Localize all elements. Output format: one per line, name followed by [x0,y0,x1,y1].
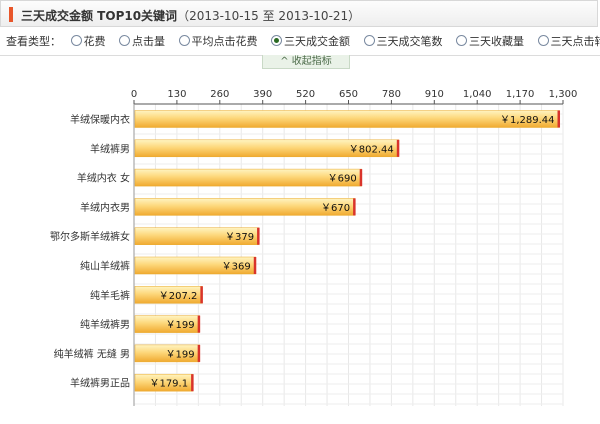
collapse-metrics-button[interactable]: ^ 收起指标 [262,55,350,69]
value-label: ￥1,289.44 [500,115,555,126]
category-label: 纯羊绒裤 无缝 男 [54,347,130,360]
bar-end-cap [353,198,356,216]
view-type-label: 查看类型： [6,35,61,48]
value-label: ￥379 [225,232,254,243]
option-3day-orders[interactable]: 三天成交笔数 [363,33,443,49]
collapse-label: 收起指标 [291,56,332,67]
tick-label: 0 [131,89,137,100]
radio-3day-orders[interactable] [363,35,375,46]
value-label: ￥199 [166,349,195,360]
bar [134,110,560,128]
x-axis-ticks: 0 130 260 390 520 650 780 910 1,040 1,170 1,300 [131,89,578,104]
tick-label: 1,040 [463,89,492,100]
value-label: ￥179.1 [149,379,188,390]
category-label: 羊绒内衣 女 [77,172,130,185]
radio-clicks[interactable] [119,35,130,46]
bars: ￥1,289.44 ￥802.44 ￥690 ￥670 ￥379 ￥369 ￥207.2 ￥1… [134,110,561,392]
option-3day-revenue[interactable]: 三天成交金额 [271,33,350,49]
option-label: 花费 [83,35,106,48]
value-label: ￥207.2 [159,291,198,302]
bar-end-cap [557,110,561,128]
chevron-up-icon: ^ [280,56,289,67]
view-type-filter: 查看类型： 花费 点击量 平均点击花费 三天成交金额 三天成交笔数 三天收藏量 … [6,33,600,49]
bar-end-cap [257,227,260,245]
option-label: 三天成交金额 [284,35,350,48]
bar-end-cap [197,315,201,333]
radio-3day-cvr[interactable] [537,35,549,46]
category-label: 羊绒裤男 [90,142,130,155]
date-range: （2013-10-15 至 2013-10-21） [177,9,361,23]
bar-end-cap [191,374,194,392]
bar-end-cap [359,169,363,187]
category-label: 纯羊绒裤男 [80,318,130,331]
option-label: 三天收藏量 [469,35,524,48]
tick-label: 130 [167,89,186,100]
radio-3day-favorites[interactable] [456,35,467,46]
revenue-bar-chart: 0 130 260 390 520 650 780 910 1,040 1,170 1,300 羊绒… [50,89,578,406]
tick-label: 1,170 [506,89,535,100]
header-accent-bar [9,7,13,22]
category-label: 鄂尔多斯羊绒裤女 [50,230,130,243]
option-avg-cpc[interactable]: 平均点击花费 [178,33,258,49]
tick-label: 390 [253,89,272,100]
bar-end-cap [197,344,201,362]
radio-3day-revenue[interactable] [271,35,282,46]
bar-end-cap [200,286,203,304]
value-label: ￥199 [166,320,195,331]
option-clicks[interactable]: 点击量 [119,33,165,49]
panel-header: 三天成交金额 TOP10关键词（2013-10-15 至 2013-10-21） [0,0,598,27]
bar-end-cap [253,257,257,274]
option-label: 平均点击花费 [191,35,258,48]
value-label: ￥690 [328,174,357,185]
radio-avg-cpc[interactable] [178,35,190,46]
value-label: ￥369 [222,262,251,273]
category-label: 纯山羊绒裤 [80,260,130,273]
tick-label: 520 [296,89,315,100]
value-label: ￥670 [321,203,350,214]
value-label: ￥802.44 [349,144,394,155]
bar-end-cap [396,139,400,157]
category-label: 羊绒内衣男 [80,201,130,214]
option-label: 三天点击转化率 [550,35,600,48]
tick-label: 260 [210,89,229,100]
option-3day-favorites[interactable]: 三天收藏量 [456,33,524,49]
tick-label: 910 [425,89,444,100]
option-label: 三天成交笔数 [376,35,443,48]
category-label: 羊绒保暖内衣 [70,113,130,126]
panel-title-text: 三天成交金额 TOP10关键词 [21,9,178,23]
tick-label: 1,300 [549,89,578,100]
category-label: 纯羊毛裤 [90,289,130,302]
tick-label: 780 [382,89,401,100]
tick-label: 650 [339,89,358,100]
category-label: 羊绒裤男正品 [70,377,130,390]
radio-cost[interactable] [70,35,82,46]
option-cost[interactable]: 花费 [70,33,106,49]
option-label: 点击量 [132,35,165,48]
option-3day-cvr[interactable]: 三天点击转化率 [537,33,600,49]
panel-title: 三天成交金额 TOP10关键词（2013-10-15 至 2013-10-21） [21,7,360,24]
